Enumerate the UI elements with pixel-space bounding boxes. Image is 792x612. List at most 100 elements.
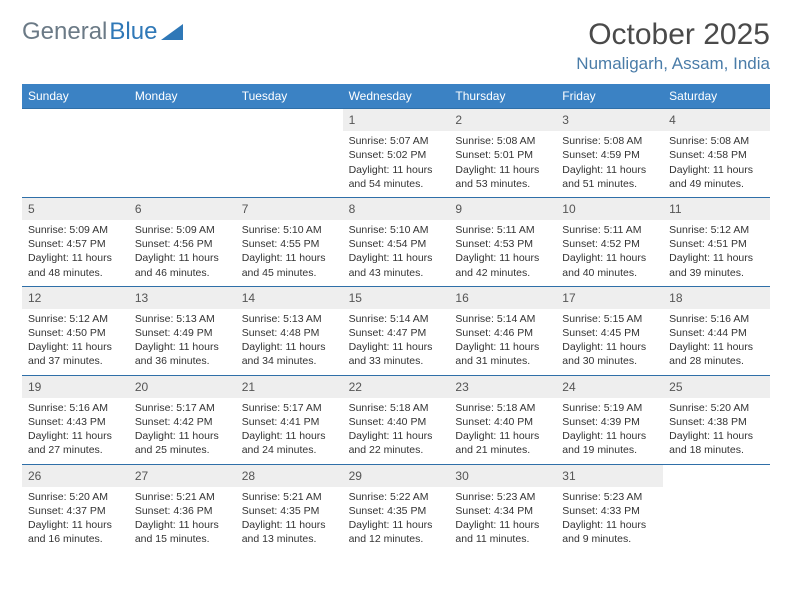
day-number: 9 [449, 197, 556, 220]
logo-text-gray: General [22, 18, 107, 46]
day-info: Sunrise: 5:19 AMSunset: 4:39 PMDaylight:… [556, 401, 663, 458]
sunset-text: Sunset: 4:54 PM [349, 237, 444, 251]
sunset-text: Sunset: 4:41 PM [242, 415, 337, 429]
week-row: 1Sunrise: 5:07 AMSunset: 5:02 PMDaylight… [22, 108, 770, 197]
calendar-cell: 21Sunrise: 5:17 AMSunset: 4:41 PMDayligh… [236, 375, 343, 464]
sunrise-text: Sunrise: 5:09 AM [28, 223, 123, 237]
daylight-text: Daylight: 11 hours and 16 minutes. [28, 518, 123, 546]
sunset-text: Sunset: 4:53 PM [455, 237, 550, 251]
daylight-text: Daylight: 11 hours and 39 minutes. [669, 251, 764, 279]
calendar-cell [236, 108, 343, 197]
sunrise-text: Sunrise: 5:10 AM [242, 223, 337, 237]
daylight-text: Daylight: 11 hours and 27 minutes. [28, 429, 123, 457]
header: GeneralBlue October 2025 Numaligarh, Ass… [22, 18, 770, 74]
daylight-text: Daylight: 11 hours and 48 minutes. [28, 251, 123, 279]
week-row: 5Sunrise: 5:09 AMSunset: 4:57 PMDaylight… [22, 197, 770, 286]
sunrise-text: Sunrise: 5:20 AM [28, 490, 123, 504]
day-number: 3 [556, 108, 663, 131]
sunrise-text: Sunrise: 5:19 AM [562, 401, 657, 415]
day-number: 16 [449, 286, 556, 309]
sunrise-text: Sunrise: 5:07 AM [349, 134, 444, 148]
calendar: Sunday Monday Tuesday Wednesday Thursday… [22, 84, 770, 552]
sunset-text: Sunset: 4:40 PM [455, 415, 550, 429]
sunrise-text: Sunrise: 5:22 AM [349, 490, 444, 504]
daylight-text: Daylight: 11 hours and 15 minutes. [135, 518, 230, 546]
weeks-container: 1Sunrise: 5:07 AMSunset: 5:02 PMDaylight… [22, 108, 770, 552]
daylight-text: Daylight: 11 hours and 18 minutes. [669, 429, 764, 457]
sunrise-text: Sunrise: 5:14 AM [349, 312, 444, 326]
sunset-text: Sunset: 4:47 PM [349, 326, 444, 340]
sunrise-text: Sunrise: 5:08 AM [455, 134, 550, 148]
location: Numaligarh, Assam, India [576, 54, 770, 74]
daylight-text: Daylight: 11 hours and 19 minutes. [562, 429, 657, 457]
day-info: Sunrise: 5:17 AMSunset: 4:41 PMDaylight:… [236, 401, 343, 458]
day-info: Sunrise: 5:13 AMSunset: 4:48 PMDaylight:… [236, 312, 343, 369]
day-number: 22 [343, 375, 450, 398]
daylight-text: Daylight: 11 hours and 9 minutes. [562, 518, 657, 546]
calendar-cell: 3 Sunrise: 5:08 AMSunset: 4:59 PMDaylight… [556, 108, 663, 197]
daylight-text: Daylight: 11 hours and 13 minutes. [242, 518, 337, 546]
calendar-cell: 17Sunrise: 5:15 AMSunset: 4:45 PMDayligh… [556, 286, 663, 375]
calendar-cell: 5Sunrise: 5:09 AMSunset: 4:57 PMDaylight… [22, 197, 129, 286]
sunrise-text: Sunrise: 5:10 AM [349, 223, 444, 237]
title-block: October 2025 Numaligarh, Assam, India [576, 18, 770, 74]
sunset-text: Sunset: 4:57 PM [28, 237, 123, 251]
sunset-text: Sunset: 4:49 PM [135, 326, 230, 340]
sunrise-text: Sunrise: 5:14 AM [455, 312, 550, 326]
daylight-text: Daylight: 11 hours and 51 minutes. [562, 163, 657, 191]
calendar-cell: 20Sunrise: 5:17 AMSunset: 4:42 PMDayligh… [129, 375, 236, 464]
sunset-text: Sunset: 4:35 PM [349, 504, 444, 518]
day-info: Sunrise: 5:18 AMSunset: 4:40 PMDaylight:… [449, 401, 556, 458]
calendar-cell: 13Sunrise: 5:13 AMSunset: 4:49 PMDayligh… [129, 286, 236, 375]
sunrise-text: Sunrise: 5:23 AM [562, 490, 657, 504]
logo-text-blue: Blue [109, 18, 157, 46]
calendar-cell [129, 108, 236, 197]
day-info: Sunrise: 5:18 AMSunset: 4:40 PMDaylight:… [343, 401, 450, 458]
day-number: 10 [556, 197, 663, 220]
day-info: Sunrise: 5:14 AMSunset: 4:46 PMDaylight:… [449, 312, 556, 369]
day-info: Sunrise: 5:21 AMSunset: 4:35 PMDaylight:… [236, 490, 343, 547]
sunrise-text: Sunrise: 5:15 AM [562, 312, 657, 326]
day-header-thu: Thursday [449, 84, 556, 108]
day-info: Sunrise: 5:16 AMSunset: 4:44 PMDaylight:… [663, 312, 770, 369]
sunset-text: Sunset: 4:43 PM [28, 415, 123, 429]
daylight-text: Daylight: 11 hours and 12 minutes. [349, 518, 444, 546]
sunrise-text: Sunrise: 5:13 AM [242, 312, 337, 326]
day-info: Sunrise: 5:23 AMSunset: 4:33 PMDaylight:… [556, 490, 663, 547]
day-number: 4 [663, 108, 770, 131]
sunrise-text: Sunrise: 5:21 AM [135, 490, 230, 504]
day-info: Sunrise: 5:08 AMSunset: 4:59 PMDaylight:… [556, 134, 663, 191]
daylight-text: Daylight: 11 hours and 43 minutes. [349, 251, 444, 279]
day-info: Sunrise: 5:21 AMSunset: 4:36 PMDaylight:… [129, 490, 236, 547]
empty-day [129, 108, 236, 131]
sunrise-text: Sunrise: 5:20 AM [669, 401, 764, 415]
sunset-text: Sunset: 4:36 PM [135, 504, 230, 518]
sunset-text: Sunset: 4:48 PM [242, 326, 337, 340]
day-number: 20 [129, 375, 236, 398]
day-number: 14 [236, 286, 343, 309]
week-row: 19Sunrise: 5:16 AMSunset: 4:43 PMDayligh… [22, 375, 770, 464]
day-info: Sunrise: 5:20 AMSunset: 4:37 PMDaylight:… [22, 490, 129, 547]
logo: GeneralBlue [22, 18, 183, 46]
sunrise-text: Sunrise: 5:13 AM [135, 312, 230, 326]
sunrise-text: Sunrise: 5:11 AM [455, 223, 550, 237]
calendar-cell: 22 Sunrise: 5:18 AMSunset: 4:40 PMDayligh… [343, 375, 450, 464]
month-title: October 2025 [576, 18, 770, 52]
sunset-text: Sunset: 4:55 PM [242, 237, 337, 251]
sunrise-text: Sunrise: 5:12 AM [669, 223, 764, 237]
sunset-text: Sunset: 4:58 PM [669, 148, 764, 162]
calendar-cell: 15Sunrise: 5:14 AMSunset: 4:47 PMDayligh… [343, 286, 450, 375]
day-number: 24 [556, 375, 663, 398]
day-number: 28 [236, 464, 343, 487]
calendar-cell: 18Sunrise: 5:16 AMSunset: 4:44 PMDayligh… [663, 286, 770, 375]
daylight-text: Daylight: 11 hours and 31 minutes. [455, 340, 550, 368]
sunset-text: Sunset: 4:38 PM [669, 415, 764, 429]
sunrise-text: Sunrise: 5:21 AM [242, 490, 337, 504]
sunrise-text: Sunrise: 5:12 AM [28, 312, 123, 326]
daylight-text: Daylight: 11 hours and 28 minutes. [669, 340, 764, 368]
day-number: 8 [343, 197, 450, 220]
sunset-text: Sunset: 4:37 PM [28, 504, 123, 518]
sunset-text: Sunset: 4:39 PM [562, 415, 657, 429]
calendar-cell: 26Sunrise: 5:20 AMSunset: 4:37 PMDayligh… [22, 464, 129, 553]
logo-triangle-icon [161, 24, 183, 40]
